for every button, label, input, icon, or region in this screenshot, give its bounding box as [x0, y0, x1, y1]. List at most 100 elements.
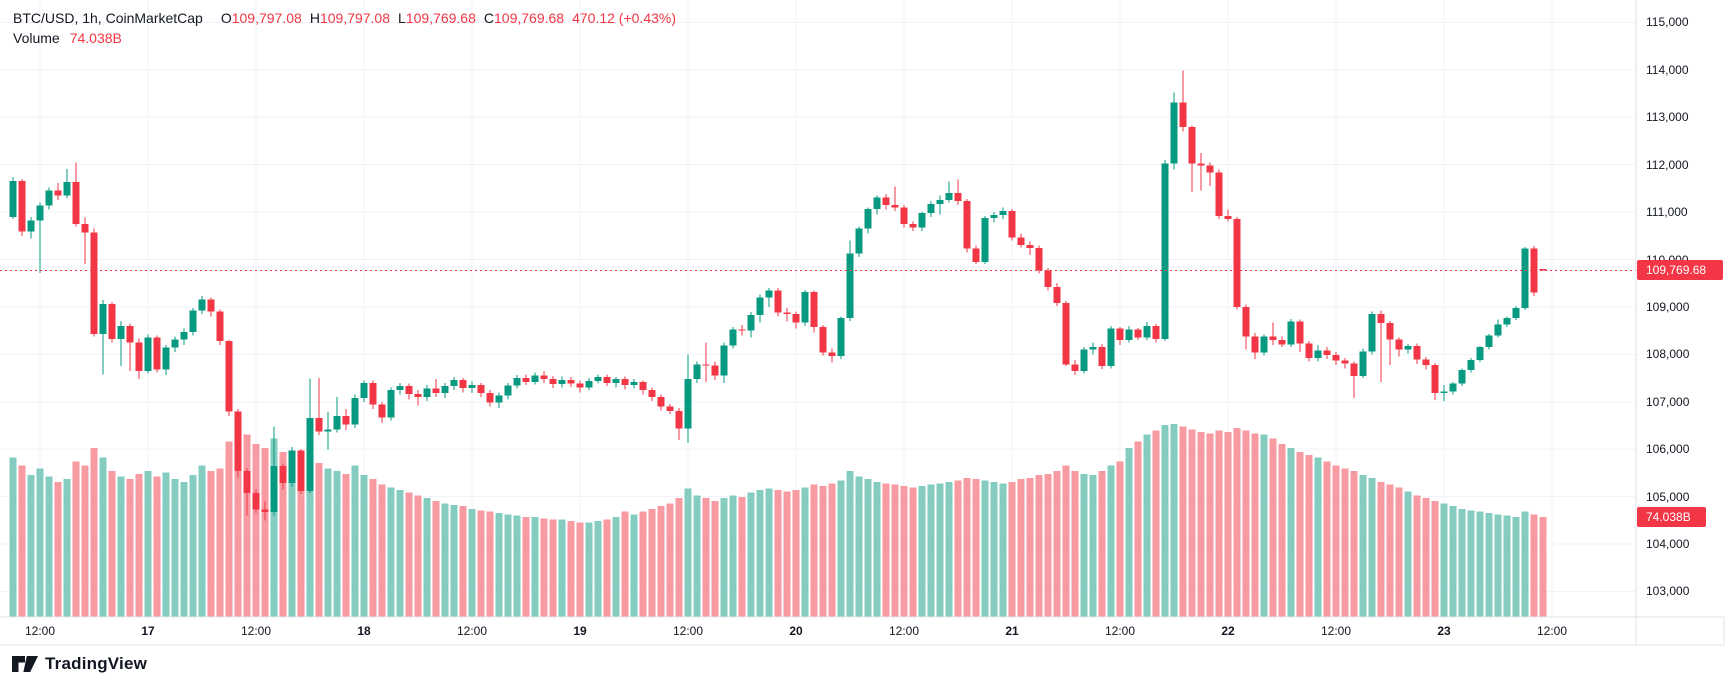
change-value: 470.12 (+0.43%) — [572, 10, 676, 26]
candle-body — [1233, 219, 1241, 307]
volume-label[interactable]: Volume — [13, 30, 60, 46]
time-axis[interactable]: 12:00 17 12:00 18 12:00 19 12:00 20 12:00 21 12:00… — [0, 617, 1724, 645]
candle-body — [945, 193, 953, 200]
symbol-legend: BTC/USD, 1h, CoinMarketCap O109,797.08 H10… — [13, 8, 676, 48]
volume-bar — [1449, 506, 1457, 617]
candle-body — [144, 337, 152, 371]
time-axis-label: 21 — [1005, 624, 1019, 638]
candle-body — [36, 205, 44, 221]
volume-bar — [225, 441, 233, 617]
time-axis-label: 12:00 — [1104, 624, 1136, 638]
volume-bar — [1215, 430, 1223, 617]
price-axis-label: 104,000 — [1646, 537, 1690, 552]
candle-body — [585, 380, 593, 388]
volume-bar — [1080, 473, 1088, 617]
volume-bar — [873, 481, 881, 617]
volume-bar — [261, 448, 269, 617]
candle-body — [1017, 237, 1025, 245]
candle-body — [1449, 383, 1457, 392]
candle-body — [1377, 314, 1385, 324]
volume-bar — [603, 519, 611, 617]
candle-body — [981, 217, 989, 262]
candle-body — [594, 377, 602, 381]
candle-body — [306, 417, 314, 491]
candle-body — [1134, 329, 1142, 338]
candle-body — [936, 199, 944, 205]
candle-body — [1287, 321, 1295, 345]
candle-body — [567, 379, 575, 384]
volume-bar — [351, 465, 359, 617]
volume-bar — [1467, 510, 1475, 617]
volume-bar — [45, 476, 53, 617]
candle-body — [477, 385, 485, 393]
volume-bar — [441, 503, 449, 617]
volume-bar — [612, 517, 620, 617]
candle-body — [1467, 360, 1475, 370]
candle-body — [1314, 350, 1322, 359]
candle-body — [288, 450, 296, 483]
candle-body — [522, 378, 530, 382]
volume-bar — [945, 481, 953, 617]
candle-body — [1278, 340, 1286, 345]
volume-bar — [1224, 431, 1232, 617]
ohlc-value: 109,769.68 — [405, 10, 476, 26]
volume-bar — [1134, 441, 1142, 617]
volume-bar — [198, 465, 206, 617]
volume-bar — [936, 483, 944, 617]
candle-body — [216, 311, 224, 342]
chart-canvas[interactable] — [0, 0, 1735, 650]
volume-bar — [108, 471, 116, 617]
candle-body — [1530, 248, 1538, 293]
candle-body — [603, 377, 611, 383]
volume-bar — [522, 517, 530, 617]
candle-body — [1161, 163, 1169, 340]
volume-bar — [1341, 468, 1349, 617]
candle-body — [513, 378, 521, 386]
volume-bar — [702, 498, 710, 617]
candle-body — [819, 326, 827, 353]
volume-bar — [1260, 434, 1268, 617]
candle-body — [1260, 336, 1268, 353]
candle-body — [1242, 306, 1250, 337]
volume-bar — [1287, 448, 1295, 617]
candle-body — [90, 232, 98, 334]
volume-bar — [1206, 433, 1214, 617]
candle-body — [468, 385, 476, 389]
candle-body — [1404, 345, 1412, 350]
volume-bar — [909, 487, 917, 617]
volume-bar — [630, 514, 638, 617]
time-axis-label: 20 — [789, 624, 803, 638]
candle-body — [891, 204, 899, 208]
time-axis-label: 12:00 — [1320, 624, 1352, 638]
candle-body — [1125, 329, 1133, 341]
candle-body — [486, 392, 494, 403]
volume-bar — [729, 495, 737, 617]
candle-body — [360, 382, 368, 398]
volume-bar — [324, 468, 332, 617]
candle-body — [1170, 102, 1178, 164]
volume-bar — [162, 472, 170, 617]
time-axis-label: 22 — [1221, 624, 1235, 638]
volume-bar — [18, 465, 26, 617]
volume-bar — [1242, 430, 1250, 617]
volume-bar — [459, 506, 467, 617]
candle-body — [18, 180, 26, 232]
volume-bar — [126, 479, 134, 617]
candle-body — [693, 364, 701, 379]
symbol-title[interactable]: BTC/USD, 1h, CoinMarketCap — [13, 10, 203, 26]
price-axis-label: 107,000 — [1646, 394, 1690, 409]
volume-bar — [378, 484, 386, 617]
volume-bar — [1323, 461, 1331, 617]
candle-body — [1215, 172, 1223, 216]
volume-bar — [549, 519, 557, 617]
candle-body — [684, 378, 692, 429]
candle-body — [729, 329, 737, 346]
candle-body — [1512, 307, 1520, 318]
tradingview-logo[interactable]: TradingView — [12, 654, 147, 674]
ohlc-value: 109,797.08 — [231, 10, 302, 26]
candle-body — [675, 410, 683, 429]
current-price-badge: 109,769.68 — [1637, 260, 1723, 281]
volume-bar — [333, 471, 341, 617]
candle-body — [1143, 325, 1151, 338]
candle-body — [1539, 269, 1547, 271]
